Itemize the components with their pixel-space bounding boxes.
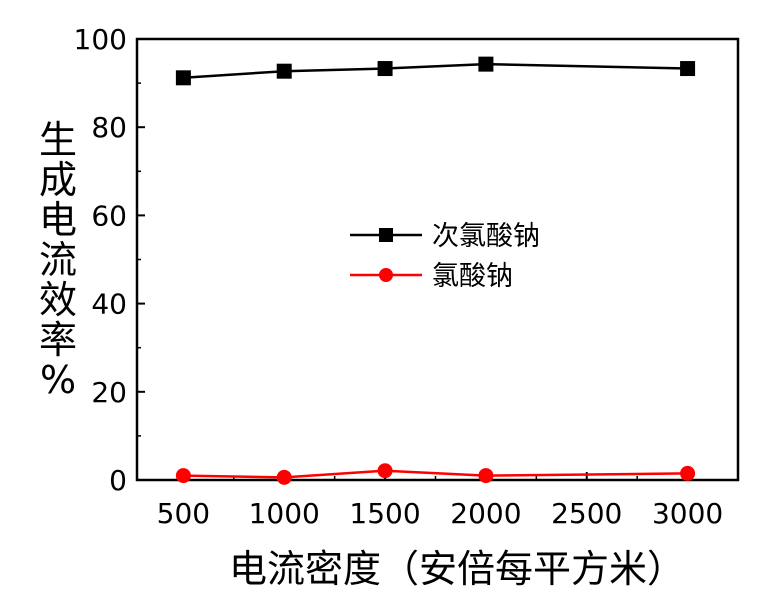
data-point — [276, 63, 292, 79]
series-layer — [175, 56, 696, 485]
y-tick-label: 60 — [91, 199, 127, 232]
data-point — [478, 56, 494, 72]
legend-label: 次氯酸钠 — [432, 221, 540, 252]
x-tick-label: 2000 — [450, 497, 521, 530]
legend-item-2: 氯酸钠 — [350, 261, 513, 292]
x-tick-label: 1000 — [249, 497, 320, 530]
x-axis-title: 电流密度（安倍每平方米） — [229, 547, 685, 591]
y-axis-title: 生成电流效率% — [39, 118, 77, 402]
data-point — [478, 468, 494, 484]
data-point — [175, 70, 191, 86]
series-1 — [175, 56, 696, 86]
legend-marker — [379, 228, 393, 242]
y-tick-label: 40 — [91, 288, 127, 321]
y-tick-label: 80 — [91, 111, 127, 144]
y-tick-label: 20 — [91, 376, 127, 409]
data-point — [175, 468, 191, 484]
x-tick-label: 2500 — [551, 497, 622, 530]
y-tick-label: 0 — [109, 464, 127, 497]
series-line — [183, 62, 688, 80]
data-point — [377, 61, 393, 77]
y-tick-label: 100 — [74, 23, 127, 56]
data-point — [680, 61, 696, 77]
plot-frame — [135, 37, 740, 482]
series-2 — [175, 463, 696, 485]
legend-label: 氯酸钠 — [432, 261, 513, 292]
x-tick-label: 1500 — [349, 497, 420, 530]
x-tick-label: 3000 — [652, 497, 723, 530]
data-point — [680, 465, 696, 481]
data-point — [377, 463, 393, 479]
legend-marker — [379, 268, 393, 282]
x-axis-ticks: 500 1000 1500 2000 2500 3000 — [157, 472, 723, 530]
legend-item-1: 次氯酸钠 — [350, 221, 540, 252]
y-axis-ticks: 0 20 40 60 80 100 — [74, 23, 145, 497]
data-point — [276, 469, 292, 485]
x-tick-label: 500 — [157, 497, 210, 530]
